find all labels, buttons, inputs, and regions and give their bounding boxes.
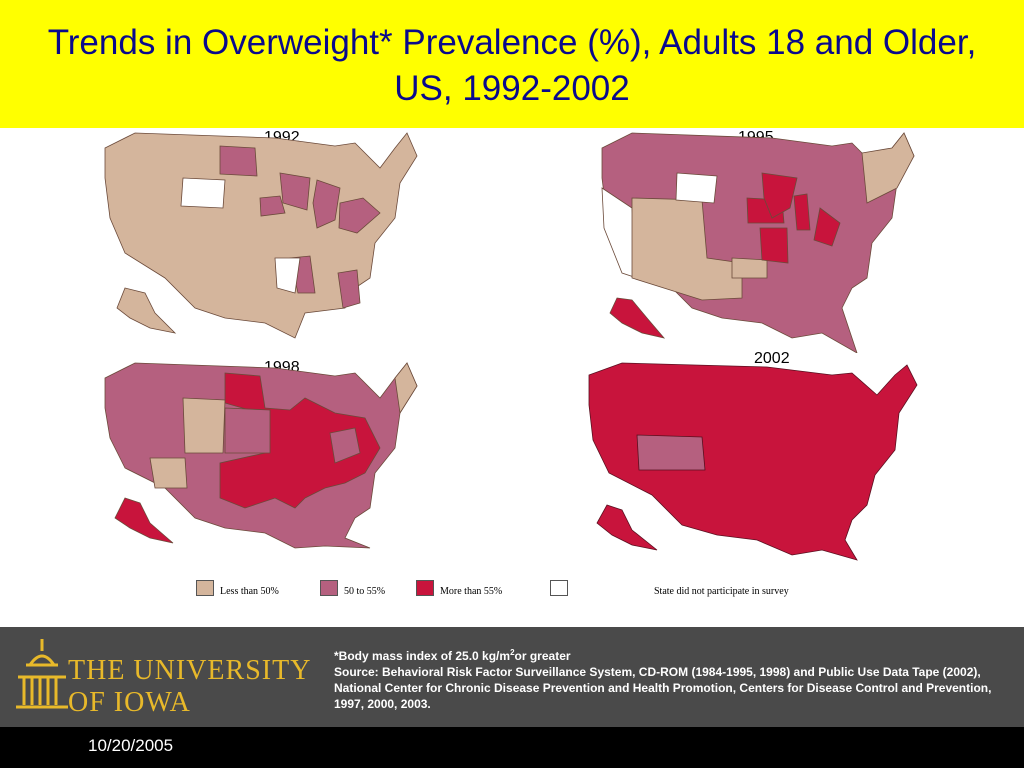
legend-swatch-mauve <box>320 580 338 596</box>
legend-item-50-55: 50 to 55% <box>320 580 410 600</box>
bottom-bar: 10/20/2005 <box>0 727 1024 768</box>
slide-date: 10/20/2005 <box>88 736 174 755</box>
slide-title: Trends in Overweight* Prevalence (%), Ad… <box>47 23 977 108</box>
legend-item-less-50: Less than 50% <box>196 580 306 600</box>
title-bar: Trends in Overweight* Prevalence (%), Ad… <box>0 0 1024 128</box>
legend-label: More than 55% <box>440 586 503 597</box>
legend-item-no-survey: State did not participate in survey <box>550 580 810 600</box>
legend-item-more-55: More than 55% <box>416 580 526 600</box>
legend-label: State did not participate in survey <box>654 586 789 597</box>
footer-panel: THE UNIVERSITY OF IOWA *Body mass index … <box>0 627 1024 727</box>
map-year-label-2002: 2002 <box>754 350 790 367</box>
footnote-bmi: *Body mass index of 25.0 kg/m2or greater <box>334 648 571 663</box>
legend-label: 50 to 55% <box>344 586 386 597</box>
old-capitol-icon <box>16 639 68 709</box>
footnote: *Body mass index of 25.0 kg/m2or greater… <box>334 645 1018 712</box>
university-logo: THE UNIVERSITY OF IOWA <box>12 635 312 718</box>
logo-line2: OF IOWA <box>68 687 191 718</box>
us-map-2002 <box>588 362 918 561</box>
legend-swatch-white <box>550 580 568 596</box>
logo-line1: THE UNIVERSITY <box>68 655 312 686</box>
legend-swatch-tan <box>196 580 214 596</box>
us-map-1995 <box>601 132 915 353</box>
footnote-source: Source: Behavioral Risk Factor Surveilla… <box>334 665 992 711</box>
us-map-1998 <box>104 362 418 549</box>
legend-swatch-red <box>416 580 434 596</box>
us-map-1992 <box>104 132 418 339</box>
legend-label: Less than 50% <box>220 586 279 597</box>
